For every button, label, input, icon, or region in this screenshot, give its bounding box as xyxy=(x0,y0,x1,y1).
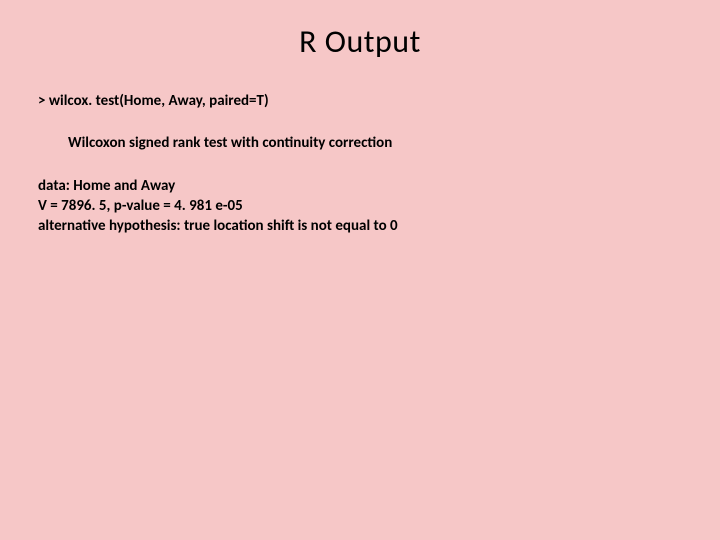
r-output-block: > wilcox. test(Home, Away, paired=T) Wil… xyxy=(0,91,720,236)
r-alt-hypothesis: alternative hypothesis: true location sh… xyxy=(38,216,682,236)
r-results: data: Home and Away V = 7896. 5, p-value… xyxy=(38,176,682,237)
r-data-line: data: Home and Away xyxy=(38,176,682,196)
r-stat-line: V = 7896. 5, p-value = 4. 981 e-05 xyxy=(38,196,682,216)
slide-title: R Output xyxy=(0,0,720,91)
r-command-line: > wilcox. test(Home, Away, paired=T) xyxy=(38,91,682,111)
slide: R Output > wilcox. test(Home, Away, pair… xyxy=(0,0,720,540)
r-test-name: Wilcoxon signed rank test with continuit… xyxy=(38,133,682,153)
